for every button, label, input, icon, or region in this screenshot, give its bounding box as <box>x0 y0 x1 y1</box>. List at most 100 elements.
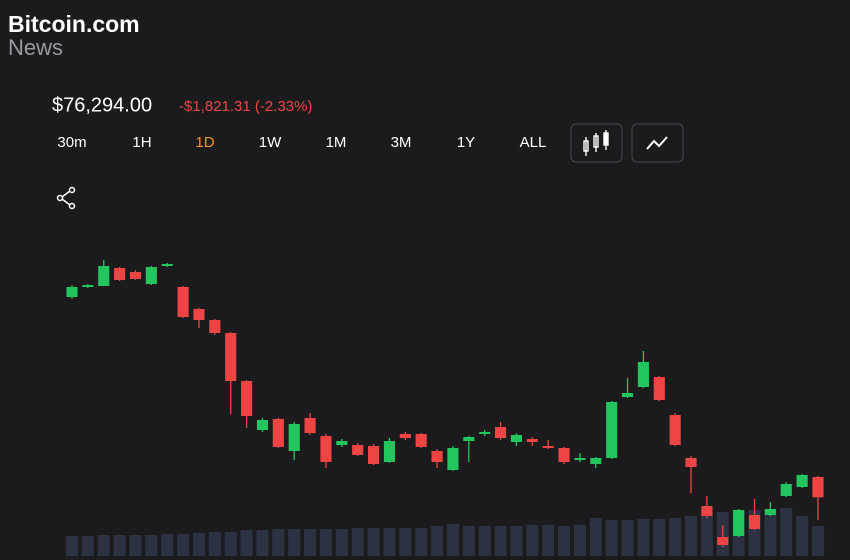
volume-bar <box>542 525 555 556</box>
volume-bar <box>97 535 110 556</box>
line-icon <box>646 136 668 150</box>
volume-bar <box>65 536 79 556</box>
candle-body <box>415 434 427 447</box>
timeframe-button[interactable]: 1D <box>195 134 214 151</box>
volume-bar <box>605 520 618 556</box>
candle-body <box>399 434 411 438</box>
candle-body <box>812 477 824 498</box>
candle-body <box>637 362 649 387</box>
candle-body <box>177 287 189 317</box>
volume-bar <box>415 528 428 556</box>
candle-body <box>288 424 300 451</box>
volume-bar <box>129 535 142 556</box>
candle-body <box>66 287 78 297</box>
timeframe-button[interactable]: 1M <box>326 134 347 151</box>
candle-body <box>733 510 745 536</box>
volume-bar <box>621 520 634 556</box>
candle-body <box>352 445 364 455</box>
volume-bar <box>351 528 364 556</box>
candle-body <box>621 393 634 397</box>
line-toggle[interactable] <box>631 123 684 163</box>
volume-bar <box>510 526 523 556</box>
volume-bar <box>192 533 206 556</box>
candle-icon <box>583 130 609 156</box>
candle-body <box>272 419 284 447</box>
volume-bar <box>367 528 380 556</box>
candle-body <box>717 537 729 545</box>
volume-bar <box>589 518 602 556</box>
brand: Bitcoin.com <box>8 11 140 37</box>
candle-body <box>669 415 681 445</box>
candle-body <box>304 418 316 433</box>
volume-bar <box>684 516 698 556</box>
candle-body <box>320 436 332 462</box>
volume-bar <box>573 525 586 556</box>
volume-bar <box>240 530 253 556</box>
volume-bar <box>161 534 174 556</box>
volume-bar <box>224 532 237 556</box>
candle-body <box>383 441 396 462</box>
volume-bar <box>304 529 317 556</box>
candle-body <box>606 402 618 458</box>
candle-body <box>558 448 570 462</box>
volume-bar <box>494 526 507 556</box>
candle-body <box>336 441 348 445</box>
volume-bar <box>399 528 412 556</box>
candle-body <box>764 509 776 515</box>
price-change: -$1,821.31 (-2.33%) <box>179 98 312 115</box>
candle-body <box>209 320 221 333</box>
volume-bar <box>81 536 94 556</box>
candle-body <box>431 451 443 462</box>
volume-bar <box>446 524 459 556</box>
volume-bar <box>700 514 713 556</box>
candle-body <box>368 446 380 464</box>
timeframe-button[interactable]: 3M <box>391 134 412 151</box>
candle-toggle[interactable] <box>570 123 623 163</box>
share-button[interactable] <box>56 186 76 210</box>
volume-bar <box>669 518 682 556</box>
candle-body <box>685 458 697 467</box>
candle-body <box>653 377 665 400</box>
volume-layer <box>65 508 825 556</box>
volume-bar <box>764 510 777 556</box>
volume-bar <box>335 529 348 556</box>
candle-body <box>463 437 475 441</box>
volume-bar <box>383 528 396 556</box>
candle-body <box>796 475 808 487</box>
timeframe-button[interactable]: 30m <box>57 134 86 151</box>
volume-bar <box>145 535 158 556</box>
candle-body <box>510 435 522 442</box>
candle-body <box>114 268 126 280</box>
volume-bar <box>177 534 190 556</box>
candle-body <box>590 458 602 464</box>
volume-bar <box>288 529 301 556</box>
volume-bar <box>272 529 285 556</box>
candle-body <box>98 266 110 286</box>
volume-bar <box>796 516 809 556</box>
timeframe-button[interactable]: 1W <box>259 134 282 151</box>
volume-bar <box>256 530 269 556</box>
candle-body <box>241 381 253 416</box>
volume-bar <box>780 508 793 556</box>
candle-body <box>82 285 94 287</box>
brand-sub: News <box>8 35 63 60</box>
timeframe-button[interactable]: ALL <box>520 134 547 151</box>
candle-body <box>574 458 586 460</box>
candle-body <box>161 264 173 266</box>
candle-body <box>748 515 761 529</box>
candle-body <box>526 439 538 442</box>
candle-body <box>447 448 459 470</box>
timeframe-button[interactable]: 1Y <box>457 134 475 151</box>
candle-body <box>193 309 205 320</box>
volume-bar <box>637 519 650 556</box>
volume-bar <box>526 525 539 556</box>
volume-bar <box>478 526 491 556</box>
candle-body <box>701 506 713 516</box>
volume-bar <box>319 529 333 556</box>
timeframe-button[interactable]: 1H <box>132 134 151 151</box>
volume-bar <box>431 526 444 556</box>
candle-layer <box>66 260 824 547</box>
candle-body <box>225 333 237 381</box>
